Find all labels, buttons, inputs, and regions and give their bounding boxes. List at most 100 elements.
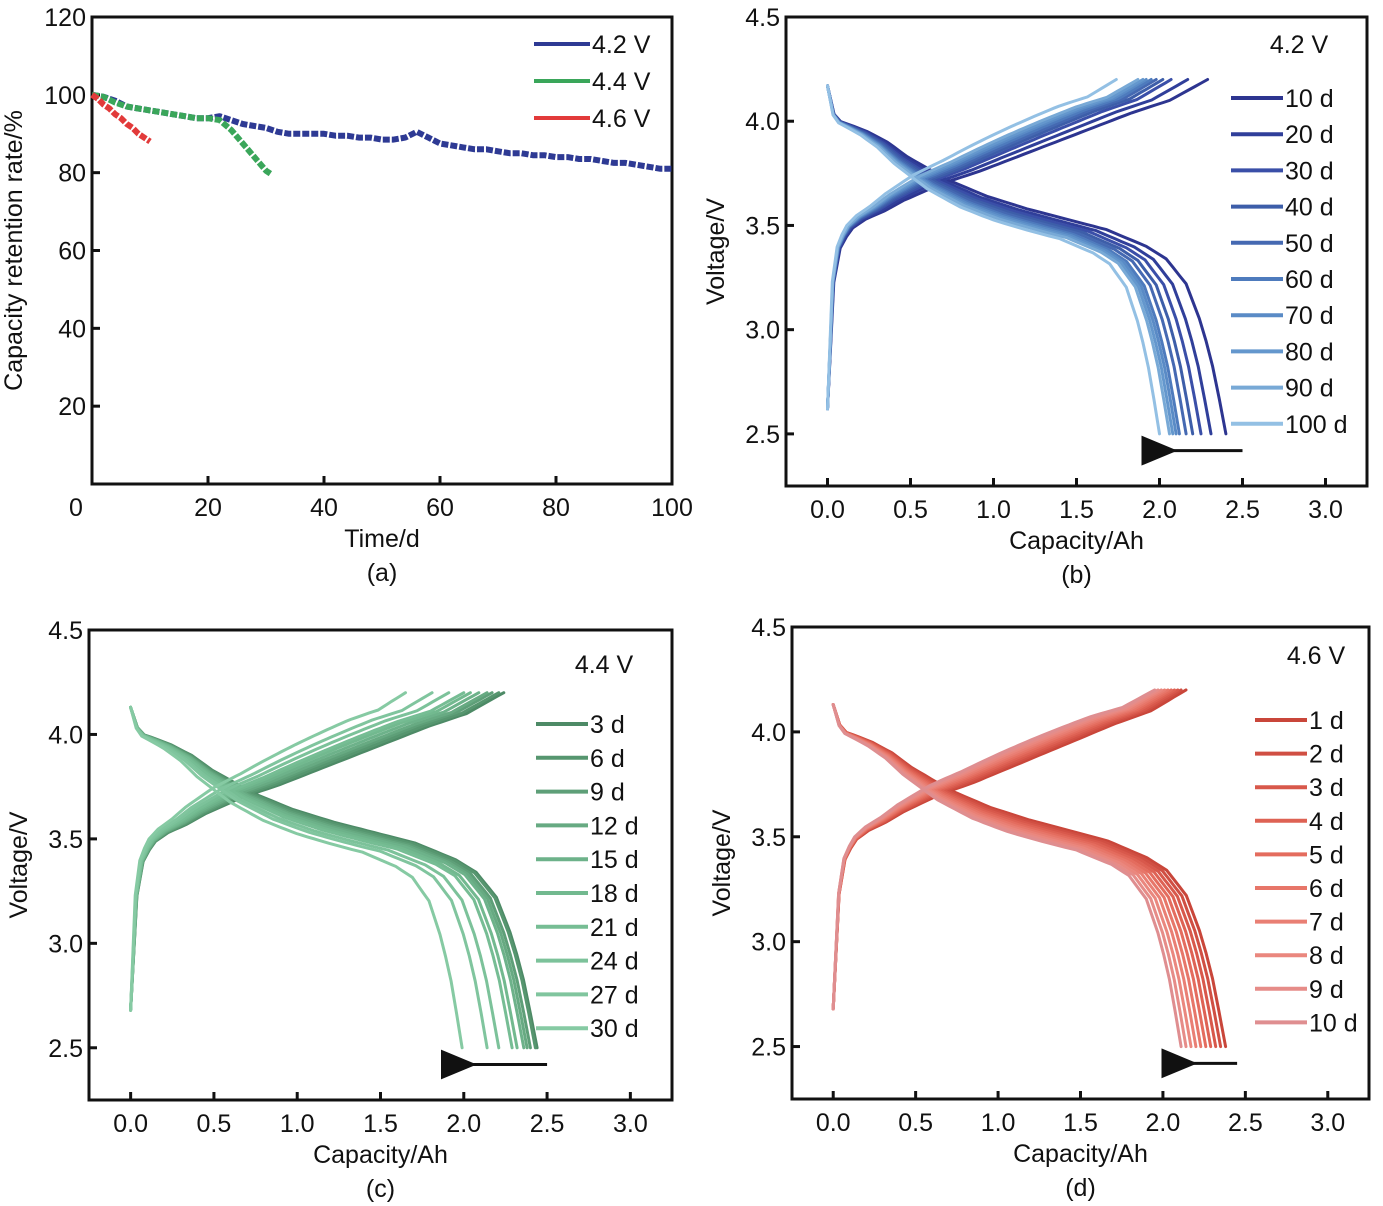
panel-b-legend-label: 30 d: [1285, 157, 1334, 185]
panel-c-discharge-curve: [129, 705, 514, 1050]
panel-a-x-tick-label: 0: [69, 494, 83, 522]
panel-c-legend-label: 12 d: [590, 812, 639, 840]
panel-c-x-tick-label: 2.5: [530, 1110, 565, 1138]
panel-a-y-tick-label: 120: [44, 4, 86, 32]
panel-c-x-tick-label: 1.5: [363, 1110, 398, 1138]
panel-a-x-tick-label: 60: [426, 494, 454, 522]
panel-d-legend-label: 4 d: [1309, 808, 1344, 836]
panel-d-plot-frame: [790, 625, 1371, 1101]
panel-a-y-axis-title: Capacity retention rate/%: [0, 110, 28, 391]
panel-b-legend-label: 10 d: [1285, 85, 1334, 113]
panel-d-y-tick-label: 4.0: [751, 719, 786, 747]
panel-c-legend-label: 30 d: [590, 1015, 639, 1043]
panel-b-y-tick-label: 3.0: [745, 317, 780, 345]
panel-c-x-tick-label: 3.0: [613, 1110, 648, 1138]
panel-b-voltage-annotation: 4.2 V: [1270, 31, 1329, 59]
panel-d-voltage-annotation: 4.6 V: [1287, 642, 1346, 670]
panel-a-x-axis-title: Time/d: [344, 525, 419, 553]
panel-b-legend-label: 70 d: [1285, 302, 1334, 330]
panel-b-charge-curve: [826, 78, 1210, 411]
panel-c-charge-curve: [129, 691, 466, 1012]
panel-d-discharge-curve: [831, 703, 1183, 1049]
panel-d-x-tick-label: 0.5: [898, 1109, 933, 1137]
panel-d-x-tick-label: 0.0: [816, 1109, 851, 1137]
panel-b-label: (b): [1061, 561, 1092, 589]
panel-d-legend-label: 9 d: [1309, 976, 1344, 1004]
panel-c-y-axis-title: Voltage/V: [5, 811, 33, 918]
panel-a-legend-label: 4.6 V: [592, 105, 651, 133]
panel-c-legend-label: 27 d: [590, 981, 639, 1009]
panel-d-y-tick-label: 2.5: [751, 1034, 786, 1062]
panel-d-x-tick-label: 2.5: [1228, 1109, 1263, 1137]
panel-c-legend-label: 3 d: [590, 711, 625, 739]
panel-a-x-tick-label: 40: [310, 494, 338, 522]
panel-c-legend-label: 24 d: [590, 948, 639, 976]
panel-d-legend-label: 7 d: [1309, 909, 1344, 937]
panel-c-legend-label: 21 d: [590, 914, 639, 942]
panel-b-charge-curve: [826, 78, 1190, 411]
panel-d-legend-label: 2 d: [1309, 741, 1344, 769]
panel-b-x-tick-label: 0.0: [810, 496, 845, 524]
panel-c-legend-label: 9 d: [590, 779, 625, 807]
panel-c-x-tick-label: 2.0: [446, 1110, 481, 1138]
panel-b-legend-label: 40 d: [1285, 194, 1334, 222]
panel-d-y-tick-label: 4.5: [751, 614, 786, 642]
panel-a-y-tick-label: 60: [58, 238, 86, 266]
panel-a-plot-frame: [90, 15, 674, 486]
panel-c-discharge-curve: [129, 705, 501, 1050]
panel-d-x-tick-label: 3.0: [1310, 1109, 1345, 1137]
panel-a-legend-label: 4.2 V: [592, 31, 651, 59]
panel-b-discharge-curve: [826, 84, 1171, 436]
panel-a-x-tick-label: 80: [542, 494, 570, 522]
panel-a-series-line: [90, 92, 152, 144]
panel-b-legend-label: 80 d: [1285, 338, 1334, 366]
panel-c-charge-curve: [129, 691, 407, 1012]
panel-b-y-axis-title: Voltage/V: [702, 198, 730, 305]
panel-a-y-tick-label: 100: [44, 82, 86, 110]
panel-b-x-tick-label: 2.5: [1225, 496, 1260, 524]
panel-a-series-line: [91, 91, 672, 172]
panel-b-legend-label: 100 d: [1285, 411, 1348, 439]
panel-c-voltage-annotation: 4.4 V: [575, 651, 634, 679]
panel-c-legend-label: 15 d: [590, 846, 639, 874]
panel-b-x-tick-label: 0.5: [893, 496, 928, 524]
panel-b-y-tick-label: 4.0: [745, 108, 780, 136]
panel-c-y-tick-label: 3.0: [48, 930, 83, 958]
panel-a-label: (a): [367, 559, 398, 587]
panel-b-x-tick-label: 3.0: [1308, 496, 1343, 524]
panel-c-y-tick-label: 4.5: [48, 617, 83, 645]
panel-c-y-tick-label: 4.0: [48, 721, 83, 749]
panel-c-x-tick-label: 0.0: [113, 1110, 148, 1138]
panel-b-legend-label: 20 d: [1285, 121, 1334, 149]
panel-b-x-tick-label: 2.0: [1142, 496, 1177, 524]
panel-b-charge-curve: [826, 78, 1140, 411]
panel-c-charge-curve: [129, 691, 451, 1012]
panel-c-legend-label: 6 d: [590, 745, 625, 773]
panel-c-x-tick-label: 1.0: [280, 1110, 315, 1138]
panel-c-discharge-curve: [129, 705, 464, 1050]
panel-d-charge-curve: [831, 688, 1188, 1011]
panel-a-x-tick-label: 20: [194, 494, 222, 522]
panel-d-legend-label: 3 d: [1309, 774, 1344, 802]
panel-b-legend-label: 50 d: [1285, 230, 1334, 258]
panel-b-x-axis-title: Capacity/Ah: [1009, 527, 1144, 555]
panel-a-y-tick-label: 40: [58, 315, 86, 343]
panel-c-legend-label: 18 d: [590, 880, 639, 908]
panel-d-legend-label: 5 d: [1309, 841, 1344, 869]
panel-b-y-tick-label: 2.5: [745, 421, 780, 449]
panel-c-discharge-curve: [129, 705, 489, 1050]
panel-b-charge-curve: [826, 78, 1118, 411]
panel-c-x-axis-title: Capacity/Ah: [313, 1141, 448, 1169]
panel-d-legend-label: 1 d: [1309, 707, 1344, 735]
panel-d-x-tick-label: 2.0: [1146, 1109, 1181, 1137]
panel-b-legend-label: 90 d: [1285, 375, 1334, 403]
panel-a-x-tick-label: 100: [651, 494, 693, 522]
panel-b-legend-label: 60 d: [1285, 266, 1334, 294]
panel-a-series-line: [91, 91, 274, 178]
panel-d-label: (d): [1065, 1174, 1096, 1202]
panel-d-legend-label: 10 d: [1309, 1009, 1358, 1037]
panel-d-legend-label: 6 d: [1309, 875, 1344, 903]
panel-d-x-tick-label: 1.5: [1063, 1109, 1098, 1137]
panel-b-discharge-curve: [826, 84, 1228, 436]
